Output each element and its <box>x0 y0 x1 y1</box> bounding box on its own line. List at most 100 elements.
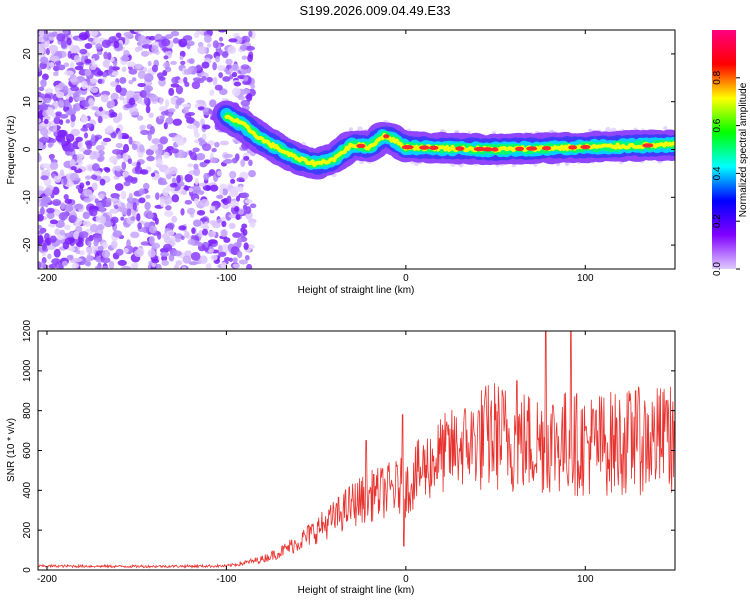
hot-spot <box>642 143 654 148</box>
noise-blob <box>120 55 130 62</box>
noise-blob <box>223 153 233 158</box>
noise-blob <box>158 180 168 186</box>
noise-blob <box>78 32 89 41</box>
noise-blob <box>148 112 154 118</box>
noise-blob <box>49 161 59 170</box>
noise-blob <box>89 30 99 37</box>
colorbar-ticks: 0.0 0.2 0.4 0.6 0.8 <box>712 70 740 276</box>
noise-blob <box>158 106 168 112</box>
noise-blob <box>186 43 191 50</box>
noise-blob <box>182 255 192 264</box>
noise-blob <box>91 58 96 67</box>
noise-blob <box>46 207 55 214</box>
noise-blob <box>222 204 230 210</box>
noise-blob <box>93 37 103 44</box>
noise-blob <box>199 255 208 264</box>
snr-frame <box>37 330 676 571</box>
noise-blob <box>217 64 226 72</box>
noise-blob <box>122 170 130 177</box>
noise-blob <box>226 195 232 204</box>
noise-blob <box>132 202 137 211</box>
noise-blob <box>57 99 65 109</box>
noise-blob <box>161 255 168 262</box>
noise-blob <box>244 199 253 204</box>
noise-blob <box>179 55 184 60</box>
noise-blob <box>70 246 76 252</box>
noise-blob <box>235 195 241 202</box>
x-tick-label: -100 <box>216 574 236 585</box>
noise-blob <box>38 213 44 222</box>
noise-blob <box>209 220 218 226</box>
hot-spot <box>491 147 499 152</box>
colorbar-swatch <box>712 30 736 269</box>
noise-blob <box>69 172 79 181</box>
noise-blob <box>149 144 159 151</box>
noise-blob <box>172 250 182 257</box>
noise-blob <box>157 143 164 151</box>
noise-blob <box>63 176 68 186</box>
colorbar-label: Normalized spectral amplitude <box>738 82 749 217</box>
noise-blob <box>47 223 56 228</box>
noise-blob <box>49 61 55 68</box>
noise-blob <box>96 70 104 76</box>
noise-blob <box>71 262 80 269</box>
x-tick-label: 100 <box>577 273 594 284</box>
noise-blob <box>43 118 49 125</box>
noise-blob <box>168 253 175 262</box>
noise-blob <box>248 159 253 167</box>
noise-blob <box>180 60 186 65</box>
x-tick-label: 100 <box>577 574 594 585</box>
noise-blob <box>241 223 248 229</box>
noise-blob <box>104 110 110 115</box>
noise-blob <box>209 99 217 108</box>
noise-blob <box>49 153 54 161</box>
noise-blob <box>156 263 162 269</box>
noise-blob <box>142 39 152 45</box>
noise-blob <box>63 30 69 35</box>
noise-blob <box>149 125 155 135</box>
y-tick-label: 20 <box>22 48 33 60</box>
noise-blob <box>40 44 45 53</box>
noise-blob <box>240 99 250 107</box>
noise-blob <box>82 220 87 226</box>
noise-blob <box>154 217 159 225</box>
noise-blob <box>128 97 136 106</box>
noise-blob <box>242 80 252 86</box>
noise-blob <box>80 127 89 132</box>
noise-blob <box>137 82 146 88</box>
noise-blob <box>155 192 160 200</box>
noise-blob <box>163 151 170 159</box>
noise-blob <box>47 253 52 260</box>
halo-dot <box>663 126 668 131</box>
noise-blob <box>115 142 123 149</box>
noise-blob <box>84 43 93 50</box>
noise-blob <box>63 224 71 231</box>
noise-blob <box>194 177 199 186</box>
noise-blob <box>138 144 145 153</box>
noise-blob <box>102 137 112 142</box>
noise-blob <box>63 62 70 68</box>
noise-blob <box>128 68 138 75</box>
noise-blob <box>192 219 202 227</box>
snr-y-axis: 0 200 400 600 800 1000 1200 <box>22 319 675 573</box>
noise-blob <box>151 44 159 54</box>
noise-blob <box>170 60 178 65</box>
noise-blob <box>139 169 149 175</box>
noise-blob <box>225 64 232 70</box>
snr-x-axis: -200 -100 0 100 <box>37 331 594 585</box>
noise-blob <box>82 211 90 220</box>
noise-blob <box>159 97 164 105</box>
noise-blob <box>40 201 46 207</box>
colorbar-tick-label: 0.0 <box>712 262 723 276</box>
hot-spot <box>455 146 465 151</box>
noise-blob <box>137 222 142 230</box>
noise-blob <box>110 92 119 102</box>
noise-blob <box>74 203 84 210</box>
noise-blob <box>175 98 183 106</box>
noise-blob <box>159 136 169 145</box>
hot-spot <box>526 146 538 151</box>
noise-blob <box>127 158 133 165</box>
x-tick-label: -200 <box>37 273 57 284</box>
noise-blob <box>191 227 196 234</box>
